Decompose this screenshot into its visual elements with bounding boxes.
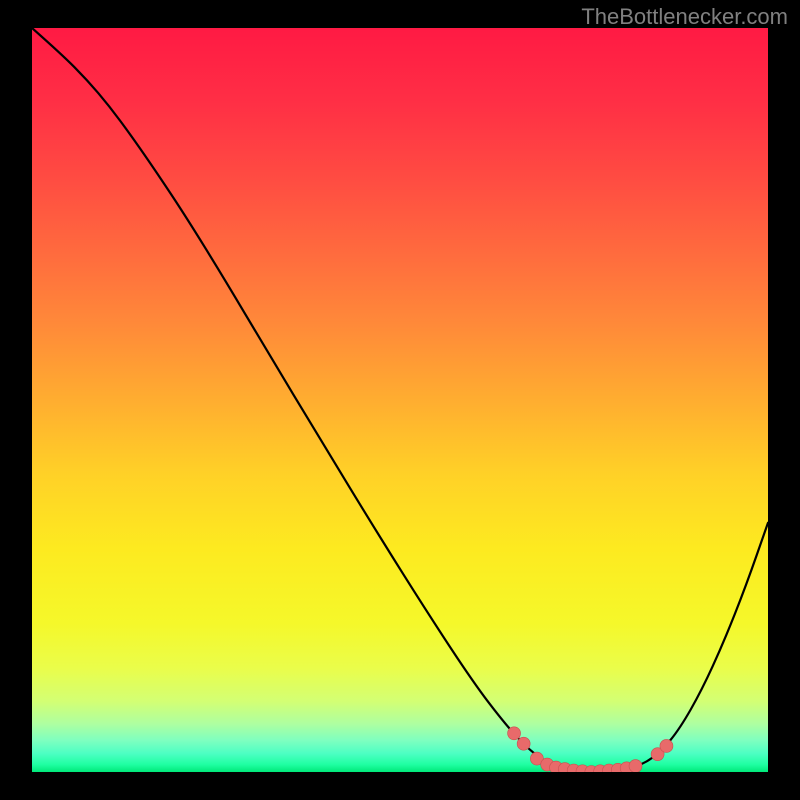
valley-marker [508, 727, 521, 740]
chart-frame: TheBottlenecker.com [0, 0, 800, 800]
watermark-text: TheBottlenecker.com [581, 4, 788, 30]
gradient-background [32, 28, 768, 772]
plot-svg [32, 28, 768, 772]
valley-marker [517, 737, 530, 750]
plot-area [32, 28, 768, 772]
valley-marker [660, 739, 673, 752]
valley-marker [629, 760, 642, 772]
